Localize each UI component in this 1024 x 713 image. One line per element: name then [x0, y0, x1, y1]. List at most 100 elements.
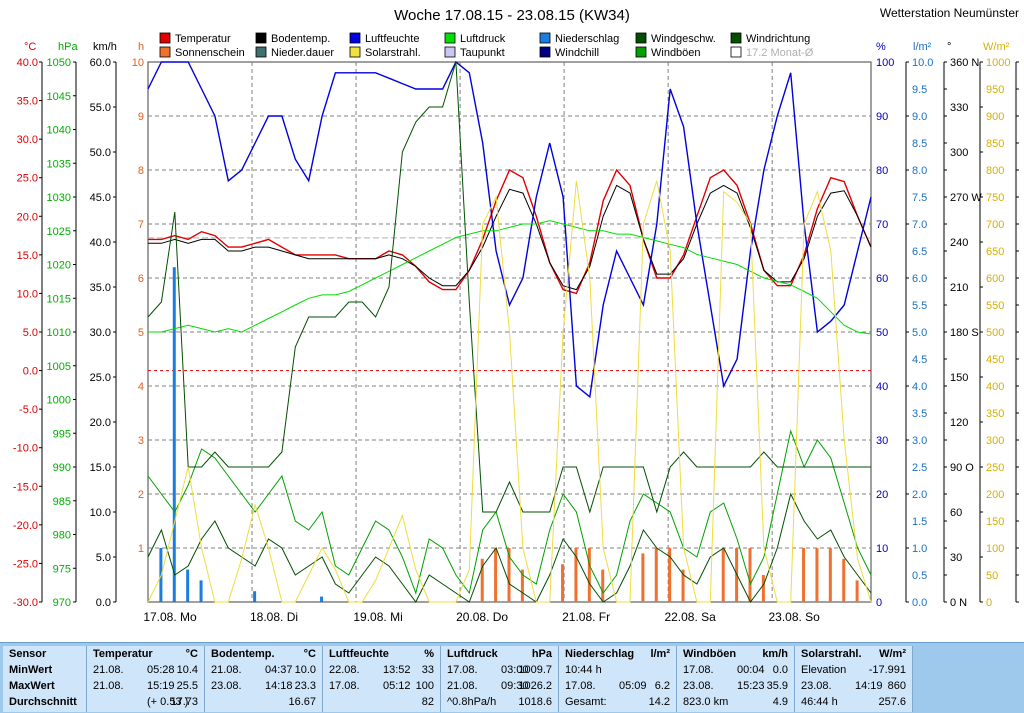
winddir-tick-label: 330 [950, 102, 968, 114]
pressure-tick-label: 1025 [47, 226, 71, 238]
stats-cell: Solarstrahl. [801, 648, 862, 660]
solar-tick-label: 250 [986, 462, 1004, 474]
solar-tick-label: 850 [986, 138, 1004, 150]
chart-title: Woche 17.08.15 - 23.08.15 (KW34) [394, 7, 630, 24]
sunshine-unit: h [138, 41, 144, 53]
sunshine-tick-label: 7 [138, 219, 144, 231]
solar-tick-label: 950 [986, 84, 1004, 96]
stats-cell: Luftfeuchte [329, 648, 389, 660]
plot-grid [147, 61, 872, 603]
stats-cell: (+ 0.53 ) [147, 696, 189, 708]
series-line-winddir [147, 61, 871, 514]
solar-tick-label: 1000 [986, 57, 1010, 69]
humidity-tick-label: 80 [876, 165, 888, 177]
wind-tick-label: 0.0 [96, 597, 111, 609]
solar-tick-label: 400 [986, 381, 1004, 393]
stats-cell: 05:09 [619, 680, 647, 692]
pressure-tick-label: 985 [53, 496, 71, 508]
temperature-tick-label: 15.0 [17, 250, 38, 262]
sunshine-tick-label: 2 [138, 489, 144, 501]
legend-label: Windgeschw. [651, 33, 716, 45]
stats-cell: 1026.2 [518, 680, 552, 692]
stats-panel: Niederschlag l/m² 10:44 h 17.08. 05:09 6.2 Ges… [559, 646, 677, 712]
stats-row: 46:44 h 257.6 [795, 694, 912, 710]
legend-label: 17.2 Monat-Ø [746, 47, 814, 59]
legend-swatch [635, 32, 647, 44]
stats-cell: % [424, 648, 434, 660]
wind-tick-label: 55.0 [90, 102, 111, 114]
x-tick-label: 23.08. So [768, 610, 820, 624]
rain-tick-label: 0.5 [912, 570, 927, 582]
solar-tick-label: 350 [986, 408, 1004, 420]
stats-cell: 00:04 [737, 664, 765, 676]
humidity-unit: % [876, 41, 886, 53]
temperature-tick-label: -15.0 [13, 481, 38, 493]
sunshine-tick-label: 8 [138, 165, 144, 177]
stats-cell: 15:23 [737, 680, 765, 692]
line-series [147, 60, 872, 603]
stats-cell: 15:19 [147, 680, 175, 692]
stats-panel: Solarstrahl. W/m² Elevation -17.991 23.08. 14… [795, 646, 913, 712]
pressure-tick-label: 1020 [47, 260, 71, 272]
stats-cell: 16.67 [288, 696, 316, 708]
pressure-tick-label: 1005 [47, 361, 71, 373]
stats-cell: 04:37 [265, 664, 293, 676]
stats-cell: 25.5 [176, 680, 198, 692]
stats-header: Luftdruck hPa [441, 646, 558, 662]
pressure-tick-label: 1035 [47, 158, 71, 170]
solar-tick-label: 200 [986, 489, 1004, 501]
stats-cell: 13:52 [383, 664, 411, 676]
stats-row: 17.08. 05:09 6.2 [559, 678, 676, 694]
stats-cell: 10.4 [176, 664, 198, 676]
bar-rain [320, 596, 324, 602]
stats-row: Elevation -17.991 [795, 662, 912, 678]
rain-tick-label: 2.0 [912, 489, 927, 501]
stats-cell: 33 [421, 664, 434, 676]
bar-sunshine [815, 548, 819, 602]
rain-tick-label: 2.5 [912, 462, 927, 474]
stats-cell: 10:44 h [565, 664, 602, 676]
temperature-tick-label: -5.0 [19, 404, 38, 416]
stats-cell: 14:19 [855, 680, 883, 692]
wind-unit: km/h [93, 41, 117, 53]
temperature-tick-label: -20.0 [13, 520, 38, 532]
pressure-tick-label: 970 [53, 597, 71, 609]
statistics-bar: Sensor MinWert MaxWert Durchschnitt Temperat… [0, 642, 1024, 713]
series-line-humidity [147, 60, 872, 399]
stats-cell: 22.08. [329, 664, 360, 676]
pressure-tick-label: 975 [53, 563, 71, 575]
bar-sunshine [668, 548, 672, 602]
stats-cell: 860 [887, 680, 906, 692]
stats-cell: 17.08. [329, 680, 360, 692]
temperature-tick-label: 0.0 [23, 366, 38, 378]
stats-panel: Luftfeuchte% 22.08. 13:52 33 17.08. 05:12 100 8… [323, 646, 441, 712]
winddir-tick-label: 120 [950, 417, 968, 429]
rain-tick-label: 1.5 [912, 516, 927, 528]
series-line-wind [147, 492, 872, 603]
series-line-wind [147, 429, 872, 595]
stats-cell: 35.9 [766, 680, 788, 692]
x-tick-label: 21.08. Fr [562, 610, 610, 624]
wind-tick-label: 45.0 [90, 192, 111, 204]
humidity-tick-label: 40 [876, 381, 888, 393]
wind-tick-label: 10.0 [90, 507, 111, 519]
rain-tick-label: 3.5 [912, 408, 927, 420]
legend-label: Windrichtung [746, 33, 810, 45]
axes: 17.08. Mo 18.08. Di 19.08. Mi 20.08. Do 21.0… [13, 41, 1019, 624]
winddir-tick-label: 360 N [950, 57, 979, 69]
rain-tick-label: 4.0 [912, 381, 927, 393]
stats-cell: 0.0 [772, 664, 788, 676]
temperature-tick-label: 30.0 [17, 134, 38, 146]
stats-row: 23.08. 15:23 35.9 [677, 678, 794, 694]
stats-cell: 17.08. [565, 680, 596, 692]
stats-cell: W/m² [879, 648, 906, 660]
solar-tick-label: 600 [986, 273, 1004, 285]
stats-cell: Gesamt: [565, 696, 607, 708]
rain-tick-label: 3.0 [912, 435, 927, 447]
stats-cell: Luftdruck [447, 648, 498, 660]
stats-cell: ^0.8hPa/h [447, 696, 497, 708]
pressure-tick-label: 1040 [47, 125, 71, 137]
winddir-tick-label: 180 S [950, 327, 979, 339]
stats-cell: 100 [415, 680, 434, 692]
solar-tick-label: 500 [986, 327, 1004, 339]
